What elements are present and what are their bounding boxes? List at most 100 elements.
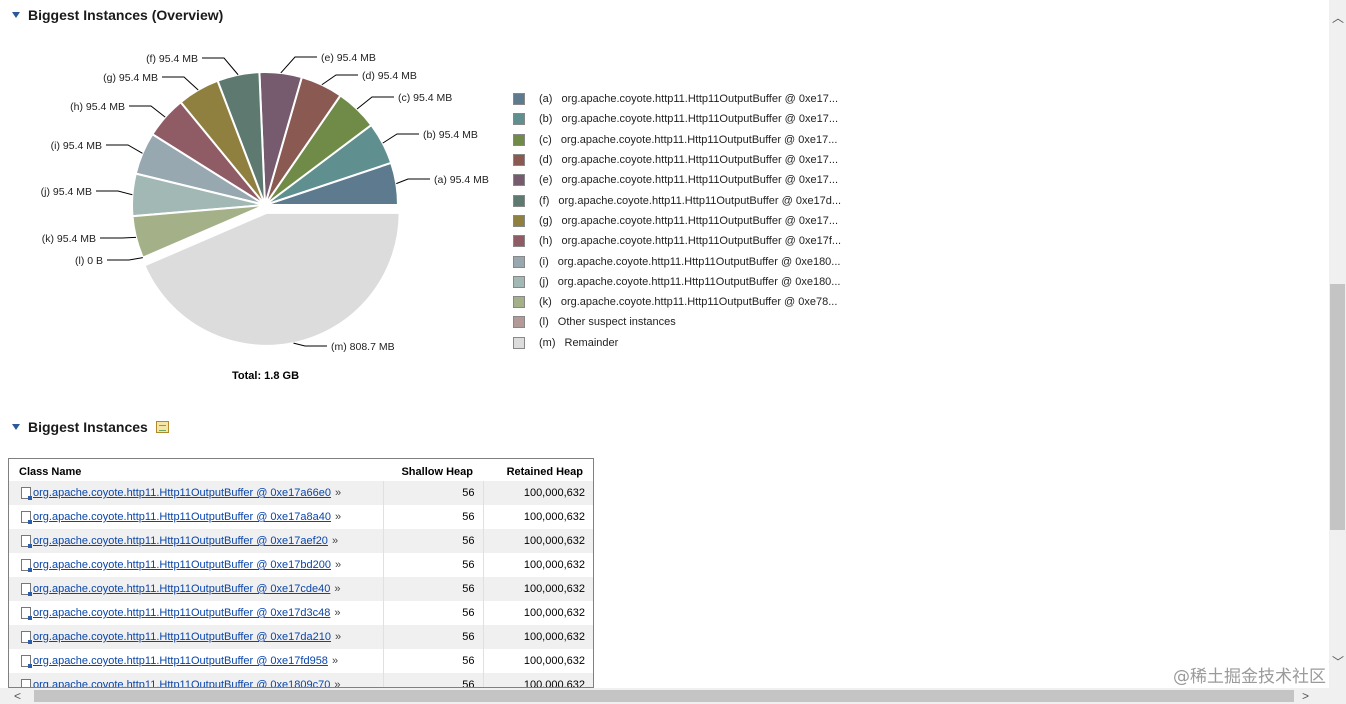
horizontal-scrollbar[interactable]: < > (0, 688, 1329, 704)
legend-text: org.apache.coyote.http11.Http11OutputBuf… (557, 255, 841, 268)
legend-swatch (513, 174, 525, 187)
class-name-link[interactable]: org.apache.coyote.http11.Http11OutputBuf… (33, 631, 331, 643)
scroll-left-icon[interactable]: < (14, 689, 22, 703)
leader-line-g (162, 76, 199, 91)
class-name-link[interactable]: org.apache.coyote.http11.Http11OutputBuf… (33, 559, 331, 571)
pie-label-i: (i) 95.4 MB (51, 140, 102, 152)
chevron-right-icon[interactable]: » (331, 655, 339, 667)
object-icon (21, 631, 32, 644)
vertical-scroll-thumb[interactable] (1330, 284, 1345, 530)
legend-key: (j) (539, 275, 549, 288)
legend-key: (h) (539, 235, 553, 248)
legend-text: org.apache.coyote.http11.Http11OutputBuf… (560, 133, 838, 146)
watermark: @稀土掘金技术社区 (1173, 667, 1326, 687)
table-row[interactable]: org.apache.coyote.http11.Http11OutputBuf… (9, 481, 593, 505)
class-name-link[interactable]: org.apache.coyote.http11.Http11OutputBuf… (33, 655, 328, 667)
column-header-class-name[interactable]: Class Name (19, 466, 82, 478)
legend-swatch (513, 255, 525, 268)
table-row[interactable]: org.apache.coyote.http11.Http11OutputBuf… (9, 625, 593, 649)
object-icon (21, 607, 32, 620)
table-row[interactable]: org.apache.coyote.http11.Http11OutputBuf… (9, 529, 593, 553)
vertical-scrollbar[interactable]: ︿ ﹀ (1329, 0, 1346, 688)
shallow-heap-cell: 56 (382, 649, 483, 673)
shallow-heap-cell: 56 (382, 553, 483, 577)
collapse-triangle-icon[interactable] (12, 12, 20, 18)
report-icon[interactable] (155, 421, 169, 433)
class-name-link[interactable]: org.apache.coyote.http11.Http11OutputBuf… (33, 679, 331, 688)
table-row[interactable]: org.apache.coyote.http11.Http11OutputBuf… (9, 601, 593, 625)
table-row[interactable]: org.apache.coyote.http11.Http11OutputBuf… (9, 649, 593, 673)
legend-item: (k) org.apache.coyote.http11.Http11Output… (513, 292, 841, 312)
class-name-cell: org.apache.coyote.http11.Http11OutputBuf… (9, 577, 383, 601)
retained-heap-cell: 100,000,632 (482, 673, 593, 687)
class-name-link[interactable]: org.apache.coyote.http11.Http11OutputBuf… (33, 535, 328, 547)
legend-swatch (513, 316, 525, 329)
table-row[interactable]: org.apache.coyote.http11.Http11OutputBuf… (9, 505, 593, 529)
class-name-cell: org.apache.coyote.http11.Http11OutputBuf… (9, 529, 383, 553)
leader-line-b (382, 133, 419, 144)
chevron-right-icon[interactable]: » (335, 511, 342, 523)
legend-swatch (513, 113, 525, 126)
leader-line-f (202, 57, 239, 76)
horizontal-scroll-thumb[interactable] (34, 690, 1294, 702)
scroll-up-icon[interactable]: ︿ (1332, 11, 1345, 25)
class-name-cell: org.apache.coyote.http11.Http11OutputBuf… (9, 625, 383, 649)
pie-label-k: (k) 95.4 MB (42, 233, 96, 245)
collapse-triangle-icon[interactable] (12, 424, 20, 430)
overview-title: Biggest Instances (Overview) (28, 7, 224, 23)
pie-label-a: (a) 95.4 MB (434, 174, 489, 186)
legend-key: (k) (539, 296, 552, 309)
pie-label-c: (c) 95.4 MB (398, 92, 452, 104)
class-name-link[interactable]: org.apache.coyote.http11.Http11OutputBuf… (33, 583, 331, 595)
retained-heap-cell: 100,000,632 (482, 649, 593, 673)
legend-text: org.apache.coyote.http11.Http11OutputBuf… (561, 154, 839, 167)
legend-item: (c) org.apache.coyote.http11.Http11Output… (513, 130, 841, 150)
legend-swatch (513, 133, 525, 146)
chevron-right-icon[interactable]: » (335, 487, 342, 499)
legend-swatch (513, 336, 525, 349)
instances-section-header[interactable]: Biggest Instances (12, 419, 169, 435)
column-header-retained-heap[interactable]: Retained Heap (506, 466, 583, 478)
retained-heap-cell: 100,000,632 (482, 481, 593, 505)
chevron-right-icon[interactable]: » (335, 559, 342, 571)
chevron-right-icon[interactable]: » (334, 583, 341, 595)
leader-line-k (100, 236, 137, 239)
leader-line-i (106, 144, 143, 154)
instances-table: Class Name Shallow Heap Retained Heap or… (8, 458, 594, 688)
class-name-link[interactable]: org.apache.coyote.http11.Http11OutputBuf… (33, 607, 331, 619)
legend-item: (b) org.apache.coyote.http11.Http11Output… (513, 109, 841, 129)
chevron-right-icon[interactable]: » (334, 607, 341, 619)
scroll-down-icon[interactable]: ﹀ (1332, 655, 1345, 669)
pie-label-j: (j) 95.4 MB (41, 186, 92, 198)
legend-text: org.apache.coyote.http11.Http11OutputBuf… (561, 93, 839, 106)
legend-swatch (513, 275, 525, 288)
class-name-cell: org.apache.coyote.http11.Http11OutputBuf… (9, 601, 383, 625)
scrollbar-corner (1329, 688, 1346, 704)
leader-line-e (280, 56, 317, 74)
legend-swatch (513, 296, 525, 309)
pie-label-d: (d) 95.4 MB (362, 70, 417, 82)
table-row[interactable]: org.apache.coyote.http11.Http11OutputBuf… (9, 673, 593, 688)
class-name-link[interactable]: org.apache.coyote.http11.Http11OutputBuf… (33, 487, 331, 499)
table-row[interactable]: org.apache.coyote.http11.Http11OutputBuf… (9, 577, 593, 601)
legend-text: org.apache.coyote.http11.Http11OutputBuf… (557, 275, 841, 288)
legend-item: (l) Other suspect instances (513, 312, 841, 332)
leader-line-d (321, 74, 358, 86)
legend-swatch (513, 93, 525, 106)
leader-line-m (293, 342, 327, 347)
pie-chart: (a) 95.4 MB (b) 95.4 MB (c) 95.4 MB (d) 95.… (41, 52, 489, 353)
object-icon (21, 487, 32, 500)
chevron-right-icon[interactable]: » (334, 679, 341, 688)
chevron-right-icon[interactable]: » (331, 535, 339, 547)
class-name-link[interactable]: org.apache.coyote.http11.Http11OutputBuf… (33, 511, 331, 523)
object-icon (21, 511, 32, 524)
instances-title: Biggest Instances (28, 419, 148, 435)
pie-label-l: (l) 0 B (75, 255, 103, 267)
chevron-right-icon[interactable]: » (335, 631, 342, 643)
legend-key: (l) (539, 316, 549, 329)
scroll-right-icon[interactable]: > (1302, 689, 1310, 703)
overview-section-header[interactable]: Biggest Instances (Overview) (12, 7, 223, 23)
column-header-shallow-heap[interactable]: Shallow Heap (401, 466, 473, 478)
legend-item: (m) Remainder (513, 333, 841, 353)
table-row[interactable]: org.apache.coyote.http11.Http11OutputBuf… (9, 553, 593, 577)
